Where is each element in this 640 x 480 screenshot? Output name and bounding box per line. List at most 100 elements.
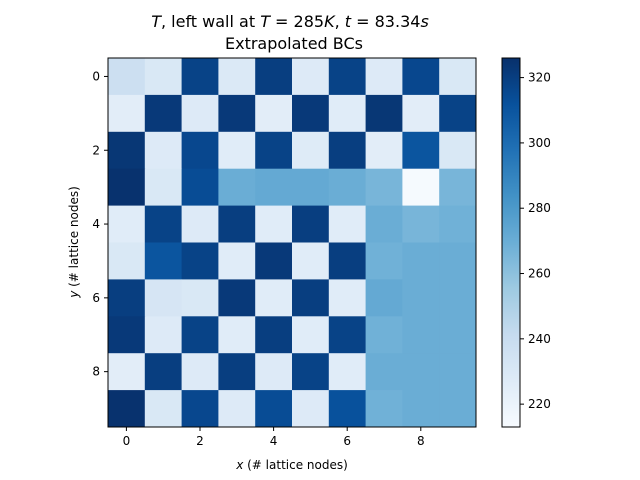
x-tick-label: 2: [196, 434, 204, 448]
heatmap-cell: [255, 58, 293, 96]
heatmap-cell: [292, 168, 330, 207]
heatmap-cell: [328, 131, 367, 170]
heatmap-cell: [365, 94, 403, 133]
heatmap-cell: [365, 390, 403, 428]
heatmap-cell: [108, 168, 146, 207]
heatmap-cell: [181, 58, 219, 96]
heatmap-cell: [255, 316, 293, 354]
y-tick-label: 8: [92, 365, 100, 379]
heatmap-cell: [108, 353, 146, 391]
heatmap-cell: [402, 242, 440, 280]
x-tick-label: 8: [417, 434, 425, 448]
heatmap-cell: [181, 279, 219, 317]
heatmap-cell: [328, 353, 367, 391]
heatmap-cell: [108, 94, 146, 133]
heatmap-cell: [144, 279, 183, 317]
heatmap-cell: [439, 353, 477, 391]
heatmap-cell: [181, 131, 219, 170]
heatmap-cell: [402, 131, 440, 170]
heatmap-cell: [144, 58, 183, 96]
heatmap-cell: [144, 316, 183, 354]
heatmap-cell: [328, 390, 367, 428]
y-tick-label: 0: [92, 69, 100, 83]
plot-frame: [107, 57, 477, 428]
heatmap-cell: [108, 205, 146, 243]
heatmap-cell: [255, 205, 293, 243]
heatmap-cell: [255, 390, 293, 428]
heatmap-cell: [218, 94, 256, 133]
heatmap-cell: [181, 168, 219, 207]
x-axis-ticks: 0 2 4 6 8: [123, 427, 425, 448]
colorbar-tick-label: 240: [528, 332, 551, 346]
heatmap-cell: [218, 131, 256, 170]
title-mid: , left wall at: [161, 12, 260, 31]
heatmap-cell: [292, 131, 330, 170]
heatmap-cell: [218, 58, 256, 96]
x-tick-label: 4: [270, 434, 278, 448]
heatmap-cell: [402, 168, 440, 207]
x-tick-label: 0: [123, 434, 131, 448]
heatmap-cell: [255, 279, 293, 317]
heatmap-cell: [218, 390, 256, 428]
heatmap-cell: [218, 279, 256, 317]
heatmap-cell: [328, 279, 367, 317]
heatmap-cell: [181, 390, 219, 428]
heatmap-cell: [328, 168, 367, 207]
heatmap-cell: [108, 316, 146, 354]
heatmap-cell: [402, 316, 440, 354]
heatmap-cell: [218, 242, 256, 280]
heatmap-cell: [365, 279, 403, 317]
heatmap-cell: [328, 58, 367, 96]
heatmap-cell: [255, 242, 293, 280]
heatmap-cell: [218, 353, 256, 391]
y-axis-ticks: 0 2 4 6 8: [92, 69, 108, 379]
colorbar-ticks: 220 240 260 280 300 320: [520, 71, 551, 411]
heatmap-cell: [144, 94, 183, 133]
heatmap-cell: [439, 242, 477, 280]
heatmap-cell: [255, 168, 293, 207]
heatmap-cell: [365, 131, 403, 170]
heatmap-cell: [292, 205, 330, 243]
heatmap-cell: [144, 242, 183, 280]
heatmap-cell: [402, 205, 440, 243]
heatmap-cell: [108, 58, 146, 96]
heatmap-cell: [292, 390, 330, 428]
heatmap-cell: [108, 131, 146, 170]
heatmap-cell: [292, 279, 330, 317]
colorbar-tick-label: 280: [528, 201, 551, 215]
heatmap-cell: [181, 94, 219, 133]
chart-title-line1: T, left wall at T = 285K, t = 83.34s: [151, 12, 429, 31]
heatmap-cell: [218, 316, 256, 354]
heatmap-cell: [144, 168, 183, 207]
heatmap-cell: [439, 390, 477, 428]
heatmap-cell: [328, 94, 367, 133]
y-tick-label: 4: [92, 217, 100, 231]
heatmap-cell: [439, 168, 477, 207]
colorbar: [501, 57, 521, 428]
heatmap-cell: [365, 58, 403, 96]
heatmap-cell: [365, 205, 403, 243]
heatmap-cell: [292, 242, 330, 280]
heatmap-cell: [108, 242, 146, 280]
heatmap-cell: [181, 353, 219, 391]
heatmap-cell: [328, 242, 367, 280]
heatmap-cell: [365, 168, 403, 207]
x-tick-label: 6: [343, 434, 351, 448]
heatmap-cell: [439, 316, 477, 354]
heatmap-cell: [255, 353, 293, 391]
heatmap-cell: [402, 390, 440, 428]
colorbar-tick-label: 220: [528, 397, 551, 411]
heatmap: [108, 58, 477, 428]
heatmap-cell: [402, 94, 440, 133]
heatmap-cell: [292, 94, 330, 133]
y-tick-label: 6: [92, 291, 100, 305]
heatmap-cell: [144, 353, 183, 391]
heatmap-cell: [292, 353, 330, 391]
heatmap-cell: [255, 131, 293, 170]
x-axis-label: x (# lattice nodes): [235, 458, 348, 472]
heatmap-cell: [144, 390, 183, 428]
heatmap-cell: [108, 279, 146, 317]
heatmap-cell: [328, 316, 367, 354]
heatmap-cell: [328, 205, 367, 243]
colorbar-tick-label: 300: [528, 136, 551, 150]
